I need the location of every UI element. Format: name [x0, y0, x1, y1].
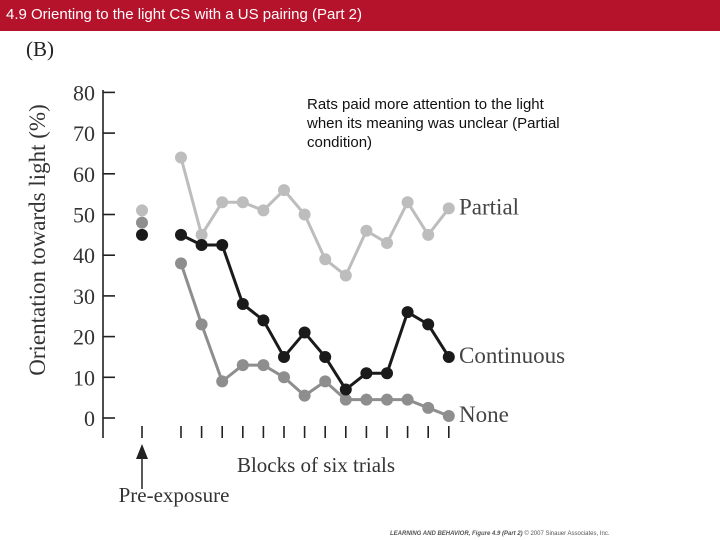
- data-point-partial: [278, 184, 290, 197]
- data-point-partial: [319, 253, 332, 266]
- data-point-none: [339, 393, 352, 406]
- y-tick-label: 30: [73, 284, 95, 309]
- y-tick-label: 70: [73, 121, 95, 146]
- data-point-continuous: [298, 326, 311, 339]
- data-point-none: [381, 393, 393, 406]
- data-point-none: [298, 389, 311, 402]
- data-point-continuous: [422, 318, 435, 331]
- data-point-continuous: [401, 306, 414, 319]
- y-tick-label: 10: [73, 365, 95, 390]
- data-point-continuous: [236, 298, 249, 311]
- data-point-none: [216, 375, 229, 388]
- title-bar: 4.9 Orienting to the light CS with a US …: [0, 0, 720, 31]
- y-tick-label: 60: [73, 162, 95, 187]
- data-point-continuous: [381, 367, 393, 380]
- data-point-continuous: [339, 383, 352, 396]
- data-point-none: [360, 393, 373, 406]
- series-partial: Partial: [136, 151, 519, 282]
- data-point-partial: [442, 202, 455, 215]
- data-point-continuous: [195, 239, 208, 252]
- pre-exposure-arrow: [136, 444, 148, 489]
- series-line-partial: [179, 157, 450, 278]
- data-point-partial: [236, 196, 249, 209]
- data-point-partial: [422, 228, 435, 241]
- pre-exposure-label: Pre-exposure: [119, 483, 230, 507]
- series-layer: Partial None Continuous: [136, 151, 565, 427]
- x-axis-ticks: [141, 426, 450, 438]
- orientation-chart: (B) 0 10 20 30 40 50 60 70 80 Orientation toward…: [25, 37, 565, 507]
- data-point-none: [422, 401, 435, 414]
- data-point-none: [236, 359, 249, 372]
- series-none: None: [136, 216, 509, 427]
- data-point-partial: [216, 196, 229, 209]
- data-point-continuous: [175, 228, 187, 241]
- data-point-none: [442, 409, 455, 422]
- annotation-text: Rats paid more attention to the light wh…: [307, 96, 560, 151]
- y-tick-label: 0: [84, 406, 95, 431]
- pre-exposure-point-continuous: [136, 228, 148, 241]
- data-point-partial: [401, 196, 414, 209]
- data-point-none: [195, 318, 208, 331]
- data-point-continuous: [360, 367, 373, 380]
- data-point-continuous: [442, 350, 455, 363]
- pre-exposure-point-none: [136, 216, 148, 229]
- data-point-none: [319, 375, 332, 388]
- figure-credit: LEARNING AND BEHAVIOR, Figure 4.9 (Part …: [390, 531, 610, 537]
- data-point-none: [401, 393, 414, 406]
- x-axis-label: Blocks of six trials: [237, 453, 395, 477]
- data-point-none: [257, 359, 270, 372]
- y-axis-ticks: 0 10 20 30 40 50 60 70 80: [73, 80, 115, 431]
- pre-exposure-point-partial: [136, 204, 148, 217]
- credit-book: LEARNING AND BEHAVIOR, Figure 4.9 (Part …: [390, 531, 523, 537]
- y-tick-label: 40: [73, 243, 95, 268]
- data-point-partial: [175, 151, 187, 164]
- panel-label: (B): [26, 37, 54, 61]
- data-point-partial: [195, 228, 208, 241]
- series-label-continuous: Continuous: [459, 343, 565, 368]
- credit-rest: © 2007 Sinauer Associates, Inc.: [524, 531, 610, 537]
- data-point-partial: [298, 208, 311, 221]
- series-continuous: Continuous: [136, 228, 565, 396]
- series-label-none: None: [459, 402, 509, 427]
- data-point-partial: [257, 204, 270, 217]
- data-point-none: [175, 257, 187, 270]
- slide-title: 4.9 Orienting to the light CS with a US …: [6, 6, 363, 23]
- data-point-partial: [339, 269, 352, 282]
- data-point-continuous: [216, 239, 229, 252]
- data-point-continuous: [278, 350, 290, 363]
- y-axis-label: Orientation towards light (%): [25, 104, 50, 375]
- y-tick-label: 50: [73, 203, 95, 228]
- series-line-continuous: [180, 233, 451, 392]
- y-tick-label: 80: [73, 80, 95, 105]
- data-point-partial: [381, 236, 393, 249]
- series-label-partial: Partial: [459, 194, 519, 219]
- series-line-none: [179, 262, 450, 418]
- data-point-partial: [360, 224, 373, 237]
- y-tick-label: 20: [73, 325, 95, 350]
- data-point-continuous: [257, 314, 270, 327]
- data-point-continuous: [319, 350, 332, 363]
- data-point-none: [278, 371, 290, 384]
